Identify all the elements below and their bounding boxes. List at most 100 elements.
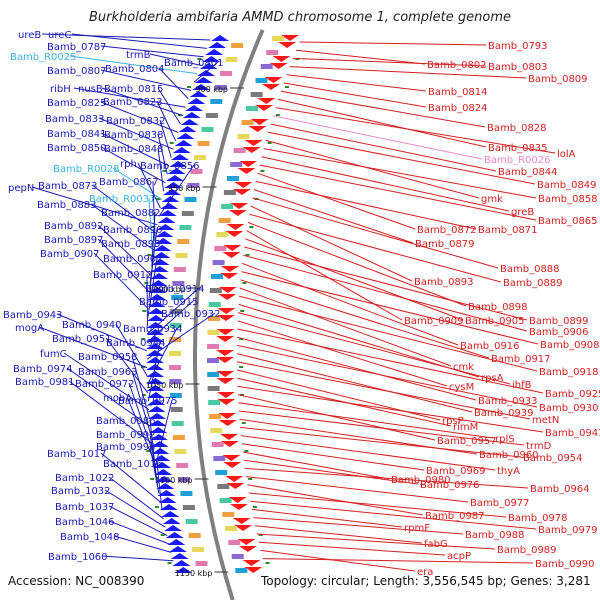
reverse-gene-arrow [216, 350, 234, 356]
leader-line-bamb-0944 [147, 341, 161, 402]
reverse-gene-arrow [218, 294, 237, 300]
gene-label-bamb-0882: Bamb_0882 [101, 208, 161, 219]
forward-gene-arrow [146, 343, 165, 349]
gene-category-block [209, 414, 222, 419]
reverse-gene-arrow [255, 105, 273, 111]
feature-tick [142, 310, 147, 312]
leader-line-rpmf [251, 508, 403, 528]
forward-gene-arrow [172, 147, 191, 153]
leader-line-era [260, 549, 416, 572]
forward-gene-arrow [182, 112, 201, 118]
reverse-gene-arrow [216, 378, 235, 384]
leader-line-bamb-0824 [283, 82, 427, 108]
gene-label-bamb-0907: Bamb_0907 [40, 249, 100, 260]
gene-category-block [209, 288, 222, 293]
leader-line-bamb-0793 [299, 41, 487, 46]
gene-label-bamb-0944: Bamb_0944 [106, 338, 166, 349]
leader-line-bamb-0823 [156, 100, 177, 142]
reverse-gene-arrow [220, 273, 238, 279]
leader-line-bamb-0872 [257, 172, 416, 230]
leader-line-bamb-0964 [244, 467, 529, 489]
leader-line-greb [261, 156, 510, 212]
feature-tick [249, 226, 254, 228]
reverse-gene-arrow [230, 203, 249, 209]
reverse-gene-arrow [218, 287, 237, 293]
gene-label-bamb-0841: Bamb_0841 [47, 129, 107, 140]
gene-label-bamb-r0025: Bamb_R0025 [10, 52, 76, 63]
reverse-gene-arrow [216, 357, 234, 363]
leader-line-bamb-0849 [267, 131, 536, 185]
reverse-gene-arrow [262, 84, 280, 90]
gene-label-bamb-0969: Bamb_0969 [426, 466, 486, 477]
leader-line-bamb-0867 [152, 180, 156, 242]
leader-line-bamb-0940 [115, 323, 148, 377]
gene-category-block [207, 344, 220, 349]
gene-label-bamb-0954: Bamb_0954 [523, 453, 583, 464]
gene-label-bamb-0958: Bamb_0958 [78, 352, 138, 363]
gene-label-greb: greB [511, 207, 534, 218]
gene-label-bamb-0892: Bamb_0892 [44, 221, 104, 232]
leader-line-bamb-0908 [241, 271, 539, 345]
leader-line-bamb-0841 [100, 132, 170, 167]
gene-category-block [272, 36, 284, 41]
gene-category-block [215, 85, 227, 90]
gene-label-bamb-0890: Bamb_0890 [103, 225, 163, 236]
forward-gene-arrow [148, 413, 167, 419]
feature-tick [241, 422, 246, 424]
forward-gene-arrow [170, 553, 189, 559]
gene-label-bamb-0917: Bamb_0917 [491, 354, 551, 365]
leader-line-bamb-0993 [149, 445, 160, 494]
feature-tick [162, 170, 167, 172]
forward-gene-arrow [155, 476, 174, 482]
leader-line-bamb-0809 [289, 66, 527, 79]
gene-label-cmk: cmk [453, 362, 474, 373]
gene-label-nusb: nusB [78, 84, 103, 95]
forward-gene-arrow [147, 301, 166, 307]
leader-line-bamb-0925 [237, 328, 544, 394]
gene-label-bamb-0895: Bamb_0895 [101, 239, 161, 250]
gene-label-bamb-0975: Bamb_0975 [118, 396, 178, 407]
forward-gene-arrow [180, 119, 199, 125]
gene-category-block [169, 323, 182, 328]
gene-label-bamb-1037: Bamb_1037 [55, 502, 115, 513]
gene-label-bamb-0989: Bamb_0989 [497, 545, 557, 556]
gene-label-ribh: ribH [50, 84, 71, 95]
leader-line-bamb-0801 [193, 61, 219, 83]
leader-line-bamb-0905 [245, 238, 464, 321]
reverse-gene-arrow [244, 567, 263, 573]
leader-line-bamb-0912 [146, 273, 148, 326]
forward-gene-arrow [158, 210, 177, 216]
gene-label-fumc: fumC [40, 349, 67, 360]
gene-label-rpls: rplS [495, 434, 515, 445]
reverse-gene-arrow [226, 224, 245, 230]
gene-label-moba: mobA [103, 393, 132, 404]
gene-label-bamb-0879: Bamb_0879 [415, 239, 475, 250]
gene-label-bamb-1022: Bamb_1022 [55, 473, 115, 484]
leader-line-cmk [239, 287, 452, 367]
leader-line-bamb-0918 [238, 295, 538, 372]
leader-line-bamb-0787 [100, 45, 204, 58]
gene-category-block [197, 141, 210, 146]
leader-line-bamb-0987 [247, 484, 424, 516]
reverse-gene-arrow [229, 504, 248, 510]
gene-label-bamb-0951: Bamb_0951 [52, 334, 112, 345]
forward-gene-arrow [153, 245, 172, 251]
gene-category-block [184, 197, 197, 202]
reverse-gene-arrow [220, 266, 239, 272]
gene-label-era: era [417, 567, 433, 578]
reverse-gene-arrow [257, 98, 276, 104]
forward-gene-arrow [148, 294, 167, 300]
gene-label-bamb-0941: Bamb_0941 [545, 428, 600, 439]
leader-line-bamb-1022 [108, 476, 164, 520]
leader-line-bamb-0979 [250, 500, 537, 530]
leader-line-bamb-0897 [97, 238, 150, 293]
forward-gene-arrow [165, 175, 184, 181]
leader-line-bamb-0963 [131, 370, 152, 435]
leader-line-bamb-0873 [91, 184, 157, 234]
gene-label-bamb-0865: Bamb_0865 [538, 216, 598, 227]
gene-category-block [241, 120, 254, 125]
leader-line-thya [240, 435, 496, 471]
gene-label-bamb-0990: Bamb_0990 [535, 559, 595, 570]
gene-label-thya: thyA [497, 466, 520, 477]
feature-tick [239, 338, 244, 340]
